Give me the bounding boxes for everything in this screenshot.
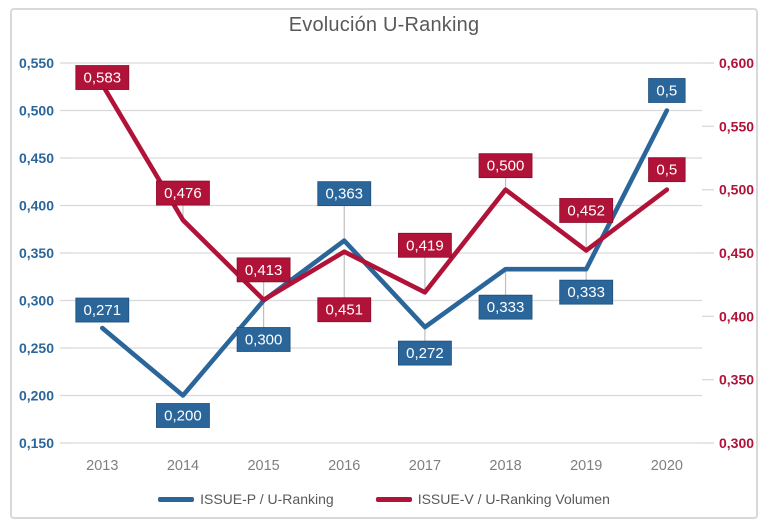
gridlines: 0,550 0,500 0,450 0,400 0,350 0,300 0,250 0,200… — [19, 55, 754, 451]
right-axis-tick-label: 0,500 — [719, 182, 754, 198]
right-axis-tick-label: 0,600 — [719, 55, 754, 71]
data-label-value: 0,476 — [164, 185, 202, 202]
left-axis-tick-label: 0,550 — [19, 55, 54, 71]
series-line-issue-v — [100, 82, 670, 303]
data-label-box — [156, 403, 210, 428]
issue-v-line-swatch-icon — [375, 496, 412, 502]
data-label-box — [317, 297, 372, 323]
data-label-value: 0,272 — [406, 345, 444, 362]
issue-p-line-swatch-icon — [158, 496, 195, 502]
x-axis-label: 2019 — [570, 458, 602, 474]
data-label-box — [559, 279, 614, 305]
legend-label-issue-v: ISSUE-V / U-Ranking Volumen — [417, 491, 610, 507]
data-label-leader-lines — [182, 177, 587, 342]
legend: ISSUE-P / U-Ranking ISSUE-V / U-Ranking … — [0, 491, 768, 507]
legend-entry-issue-v: ISSUE-V / U-Ranking Volumen — [375, 491, 610, 507]
data-label-box — [236, 327, 291, 352]
left-axis-tick-label: 0,150 — [19, 435, 54, 451]
x-axis-label: 2017 — [409, 458, 441, 474]
data-label-value: 0,200 — [164, 408, 202, 425]
data-label-box — [559, 198, 614, 223]
x-axis-label: 2018 — [489, 458, 521, 474]
data-label-value: 0,5 — [656, 162, 677, 179]
data-label-value: 0,271 — [84, 302, 122, 319]
data-label-box — [648, 78, 686, 103]
right-axis-tick-label: 0,300 — [719, 435, 754, 451]
data-label-value: 0,413 — [245, 262, 283, 279]
data-label-value: 0,500 — [487, 158, 525, 175]
x-axis-label: 2016 — [328, 458, 360, 474]
right-axis-tick-label: 0,550 — [719, 118, 754, 134]
data-label-box — [236, 257, 291, 283]
x-axis-label: 2020 — [651, 458, 683, 474]
data-label-box — [478, 294, 533, 320]
data-label-box — [317, 181, 372, 207]
left-axis-tick-label: 0,200 — [19, 388, 54, 404]
data-label-box — [75, 297, 130, 323]
right-axis-tick-label: 0,450 — [719, 245, 754, 261]
data-label-value: 0,333 — [487, 299, 525, 316]
x-axis-label: 2014 — [167, 458, 199, 474]
data-label-box — [397, 232, 452, 258]
legend-label-issue-p: ISSUE-P / U-Ranking — [200, 491, 334, 507]
data-label-box — [397, 340, 452, 366]
data-label-box — [75, 65, 130, 90]
data-label-box — [648, 157, 686, 183]
chart-title: Evolución U-Ranking — [288, 14, 480, 36]
series-line-issue-p — [100, 108, 670, 398]
x-axis-label: 2015 — [247, 458, 279, 474]
chart-frame-border — [10, 8, 758, 519]
left-axis-tick-label: 0,250 — [19, 340, 54, 356]
right-axis-tick-label: 0,350 — [719, 372, 754, 388]
data-label-value: 0,452 — [567, 202, 605, 219]
data-labels-issue-p: 0,271 0,200 0,300 0,363 0,272 0,333 0,333 0,5 — [75, 78, 686, 428]
right-axis-tick-label: 0,400 — [719, 308, 754, 324]
legend-entry-issue-p: ISSUE-P / U-Ranking — [158, 491, 334, 507]
data-label-value: 0,451 — [325, 302, 363, 319]
data-label-value: 0,333 — [567, 284, 605, 301]
data-label-value: 0,419 — [406, 237, 444, 254]
data-label-value: 0,300 — [245, 332, 283, 349]
left-axis-tick-label: 0,400 — [19, 198, 54, 214]
left-axis-tick-label: 0,300 — [19, 293, 54, 309]
data-label-value: 0,583 — [84, 70, 122, 87]
data-label-value: 0,5 — [656, 83, 677, 100]
left-axis-tick-label: 0,450 — [19, 150, 54, 166]
data-labels-issue-v: 0,583 0,476 0,413 0,451 0,419 0,500 0,452 0,5 — [75, 65, 686, 323]
left-axis-tick-label: 0,500 — [19, 103, 54, 119]
x-axis-label: 2013 — [86, 458, 118, 474]
data-label-box — [156, 180, 210, 206]
left-axis-tick-label: 0,350 — [19, 245, 54, 261]
data-label-box — [478, 153, 533, 179]
data-label-value: 0,363 — [325, 186, 363, 203]
